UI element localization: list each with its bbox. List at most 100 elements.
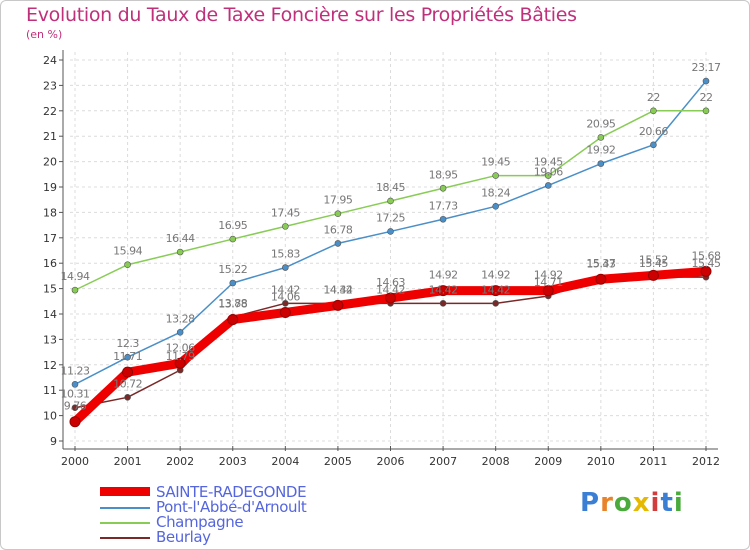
- data-point: [439, 184, 447, 192]
- chart-subtitle: (en %): [26, 28, 63, 41]
- data-point: [279, 306, 291, 318]
- x-tick-label: 2004: [271, 455, 299, 468]
- y-tick-label: 15: [43, 283, 57, 296]
- data-label: 19.45: [481, 156, 510, 169]
- legend-swatch-beurlay: [100, 537, 150, 539]
- data-label: 14.63: [376, 276, 405, 289]
- data-label: 14.06: [271, 290, 300, 303]
- y-tick-label: 23: [43, 79, 57, 92]
- data-point: [176, 248, 184, 256]
- y-tick-label: 16: [43, 257, 57, 270]
- data-label: 14.34: [323, 283, 352, 296]
- data-label: 22: [647, 91, 660, 104]
- data-label: 11.71: [113, 350, 142, 363]
- y-tick-label: 20: [43, 156, 57, 169]
- legend: SAINTE-RADEGONDE Pont-l'Abbé-d'Arnoult C…: [100, 483, 400, 546]
- data-label: 10.31: [61, 388, 90, 401]
- data-point: [700, 265, 712, 277]
- data-label: 18.95: [429, 168, 458, 181]
- data-label: 13.78: [218, 298, 247, 311]
- data-point: [282, 223, 289, 230]
- y-tick-label: 14: [43, 308, 57, 321]
- data-label: 14.42: [323, 283, 352, 296]
- data-point: [332, 299, 344, 311]
- proxiti-logo: Proxiti: [580, 488, 684, 518]
- data-label: 22: [700, 91, 713, 104]
- data-label: 15.45: [639, 257, 668, 270]
- y-tick-label: 9: [50, 435, 57, 448]
- legend-item-beurlay: Beurlay: [100, 528, 400, 546]
- data-point: [595, 273, 607, 285]
- legend-label: Beurlay: [156, 528, 211, 546]
- data-point: [229, 279, 237, 287]
- data-label: 16.78: [323, 223, 352, 236]
- y-tick-label: 22: [43, 105, 57, 118]
- data-label: 13.88: [218, 297, 247, 310]
- data-label: 15.52: [639, 253, 668, 266]
- data-point: [124, 261, 131, 269]
- axes: 9 10 11 12 13 14 15 16 17 18 19 20 21 22 23 24 2000 2001 2…: [43, 50, 720, 468]
- x-tick-label: 2008: [482, 455, 510, 468]
- data-label: 11.79: [166, 350, 195, 363]
- legend-label: SAINTE-RADEGONDE: [156, 483, 307, 501]
- data-label: 17.25: [376, 211, 405, 224]
- series-lines: [69, 77, 712, 428]
- data-point: [650, 107, 657, 115]
- data-point: [490, 285, 502, 297]
- data-label: 15.83: [271, 248, 300, 261]
- legend-swatch-champagne: [100, 522, 150, 524]
- data-point: [71, 404, 79, 412]
- data-point: [124, 394, 131, 401]
- data-label: 14.42: [376, 283, 405, 296]
- data-label: 16.95: [218, 219, 247, 232]
- legend-label: Pont-l'Abbé-d'Arnoult: [156, 498, 307, 516]
- logo-letter: o: [613, 488, 633, 518]
- x-tick-label: 2012: [692, 455, 720, 468]
- x-tick-label: 2000: [61, 455, 89, 468]
- x-tick-label: 2005: [324, 455, 352, 468]
- data-label: 9.76: [64, 400, 87, 413]
- data-point: [597, 160, 605, 167]
- data-label: 10.72: [113, 377, 142, 390]
- data-label: 19.92: [586, 144, 615, 157]
- data-label: 16.44: [166, 232, 195, 245]
- x-tick-label: 2001: [114, 455, 142, 468]
- data-point: [542, 285, 554, 297]
- data-label: 18.24: [481, 186, 510, 199]
- logo-letter: P: [580, 488, 601, 518]
- data-label: 15.37: [586, 257, 615, 270]
- data-point: [69, 416, 81, 428]
- data-point: [647, 269, 659, 281]
- data-label: 14.92: [534, 269, 563, 282]
- x-tick-label: 2011: [639, 455, 667, 468]
- data-point: [702, 107, 710, 115]
- x-tick-label: 2010: [587, 455, 615, 468]
- data-label: 14.42: [429, 283, 458, 296]
- data-label: 14.92: [481, 269, 510, 282]
- data-point: [385, 292, 396, 304]
- data-point: [282, 300, 289, 307]
- data-label: 11.23: [61, 364, 90, 377]
- data-label: 23.17: [692, 61, 721, 74]
- y-tick-label: 24: [43, 54, 57, 67]
- logo-letter: i: [673, 488, 684, 518]
- data-point: [71, 286, 79, 294]
- data-point: [334, 240, 342, 247]
- y-tick-label: 11: [43, 384, 57, 397]
- data-point: [334, 210, 342, 217]
- data-labels: 10.31 10.72 11.79 13.88 14.42 14.42 14.42 14.42…: [61, 61, 722, 413]
- legend-label: Champagne: [156, 513, 244, 531]
- data-label: 18.45: [376, 181, 405, 194]
- data-point: [492, 172, 499, 179]
- data-label: 14.92: [429, 269, 458, 282]
- data-point: [439, 300, 447, 307]
- y-tick-label: 13: [43, 333, 57, 346]
- data-label: 15.94: [113, 245, 142, 258]
- data-label: 12.06: [166, 341, 195, 354]
- data-point: [492, 300, 499, 307]
- legend-item-sainte-radegonde: SAINTE-RADEGONDE: [100, 483, 400, 501]
- y-tick-label: 19: [43, 181, 57, 194]
- legend-item-pont-l-abbe: Pont-l'Abbé-d'Arnoult: [100, 498, 400, 516]
- x-tick-label: 2006: [377, 455, 405, 468]
